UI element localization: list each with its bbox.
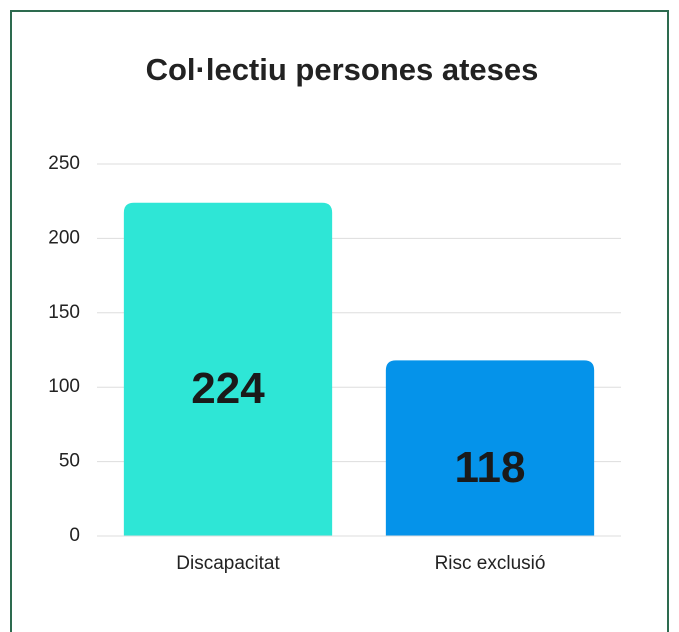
data-label: 118 — [455, 443, 526, 492]
y-tick-label: 50 — [59, 451, 80, 472]
y-tick-label: 200 — [48, 227, 80, 248]
y-tick-label: 150 — [48, 302, 80, 323]
y-tick-label: 0 — [69, 525, 80, 546]
data-label: 224 — [191, 364, 265, 413]
bar — [123, 202, 333, 537]
frame — [10, 10, 669, 632]
x-tick-label: Discapacitat — [176, 553, 280, 574]
chart-title: Col·lectiu persones ateses — [146, 52, 539, 87]
x-tick-label: Risc exclusió — [435, 553, 546, 574]
bar — [385, 360, 595, 536]
y-tick-label: 100 — [48, 376, 80, 397]
y-tick-label: 250 — [48, 153, 80, 174]
